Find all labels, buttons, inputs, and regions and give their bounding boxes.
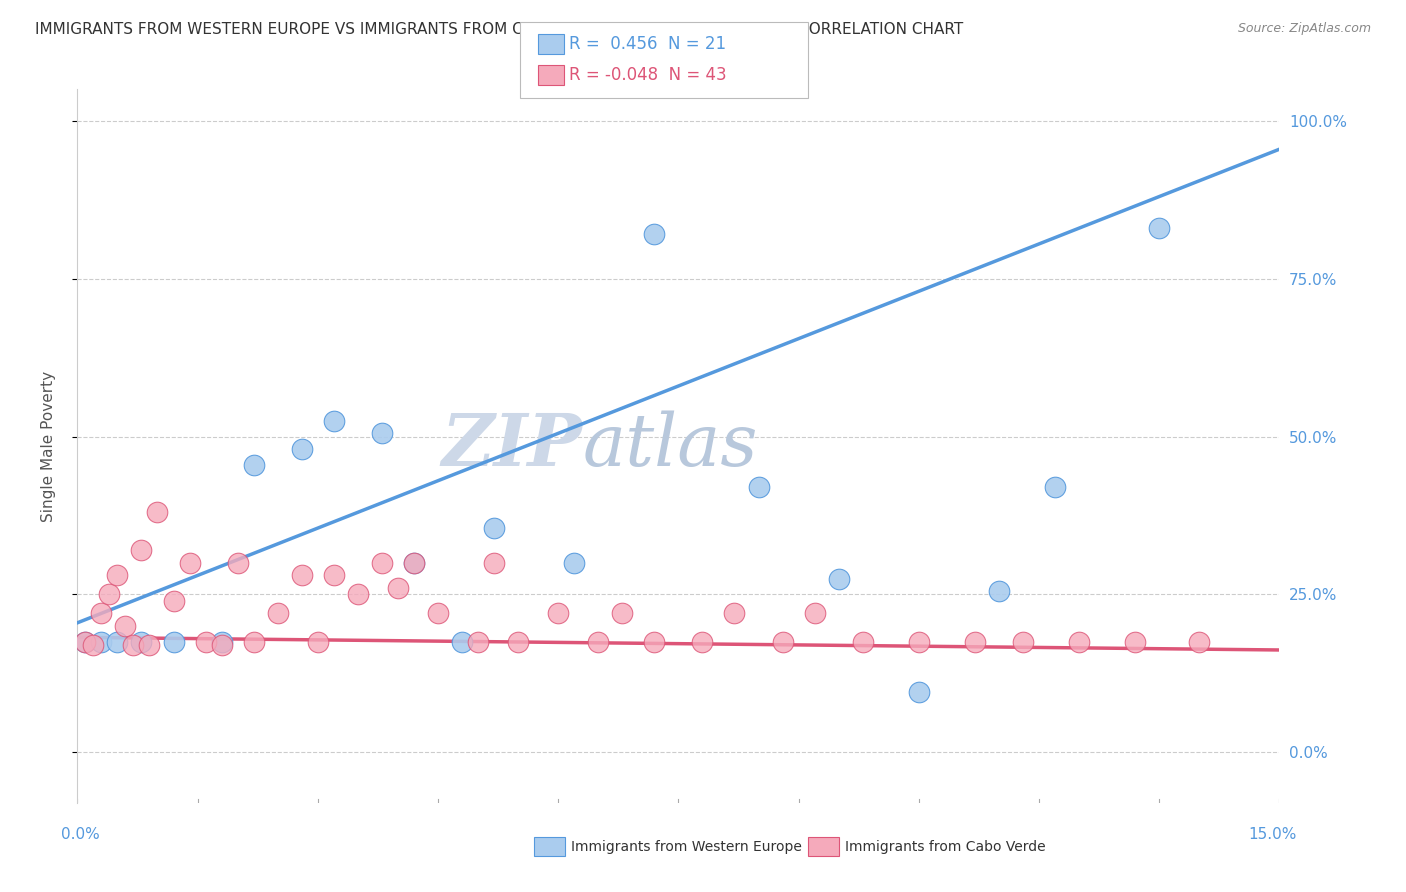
Point xyxy=(803,607,825,621)
Point xyxy=(211,634,233,648)
Text: Immigrants from Cabo Verde: Immigrants from Cabo Verde xyxy=(845,839,1046,854)
Point xyxy=(107,568,129,582)
Text: R = -0.048  N = 43: R = -0.048 N = 43 xyxy=(569,66,727,84)
Text: Immigrants from Western Europe: Immigrants from Western Europe xyxy=(571,839,801,854)
Point xyxy=(643,227,665,242)
Point xyxy=(122,638,145,652)
Text: Source: ZipAtlas.com: Source: ZipAtlas.com xyxy=(1237,22,1371,36)
Point xyxy=(387,581,409,595)
Point xyxy=(482,556,505,570)
Point xyxy=(1188,634,1211,648)
Point xyxy=(1043,480,1066,494)
Point xyxy=(1012,634,1035,648)
Point xyxy=(162,634,184,648)
Point xyxy=(723,607,745,621)
Point xyxy=(908,634,931,648)
Point xyxy=(211,638,233,652)
Point xyxy=(114,619,136,633)
Point xyxy=(612,607,634,621)
Point xyxy=(75,634,97,648)
Point xyxy=(1123,634,1146,648)
Point xyxy=(322,414,344,428)
Point xyxy=(547,607,569,621)
Point xyxy=(371,556,394,570)
Point xyxy=(402,556,425,570)
Text: R =  0.456  N = 21: R = 0.456 N = 21 xyxy=(569,35,727,53)
Point xyxy=(427,607,450,621)
Point xyxy=(1069,634,1091,648)
Point xyxy=(162,593,184,607)
Point xyxy=(291,442,314,457)
Point xyxy=(242,634,264,648)
Point xyxy=(226,556,249,570)
Text: ZIP: ZIP xyxy=(441,410,582,482)
Point xyxy=(852,634,875,648)
Point xyxy=(772,634,794,648)
Point xyxy=(75,634,97,648)
Point xyxy=(291,568,314,582)
Text: atlas: atlas xyxy=(582,410,758,482)
Point xyxy=(131,634,153,648)
Point xyxy=(482,521,505,535)
Point xyxy=(347,587,370,601)
Point xyxy=(643,634,665,648)
Point xyxy=(1149,221,1171,235)
Point xyxy=(307,634,329,648)
Point xyxy=(146,505,169,519)
Point xyxy=(371,426,394,441)
Point xyxy=(90,634,112,648)
Text: IMMIGRANTS FROM WESTERN EUROPE VS IMMIGRANTS FROM CABO VERDE SINGLE MALE POVERTY: IMMIGRANTS FROM WESTERN EUROPE VS IMMIGR… xyxy=(35,22,963,37)
Point xyxy=(90,607,112,621)
Point xyxy=(402,556,425,570)
Point xyxy=(963,634,986,648)
Point xyxy=(562,556,585,570)
Point xyxy=(194,634,217,648)
Point xyxy=(322,568,344,582)
Point xyxy=(508,634,530,648)
Point xyxy=(107,634,129,648)
Point xyxy=(828,572,851,586)
Text: 0.0%: 0.0% xyxy=(60,827,100,841)
Point xyxy=(98,587,121,601)
Point xyxy=(131,543,153,558)
Point xyxy=(748,480,770,494)
Point xyxy=(82,638,104,652)
Point xyxy=(588,634,610,648)
Point xyxy=(692,634,714,648)
Point xyxy=(267,607,290,621)
Point xyxy=(988,584,1011,599)
Point xyxy=(242,458,264,472)
Point xyxy=(467,634,489,648)
Y-axis label: Single Male Poverty: Single Male Poverty xyxy=(42,370,56,522)
Point xyxy=(179,556,201,570)
Point xyxy=(138,638,160,652)
Point xyxy=(451,634,474,648)
Point xyxy=(908,685,931,699)
Text: 15.0%: 15.0% xyxy=(1249,827,1296,841)
